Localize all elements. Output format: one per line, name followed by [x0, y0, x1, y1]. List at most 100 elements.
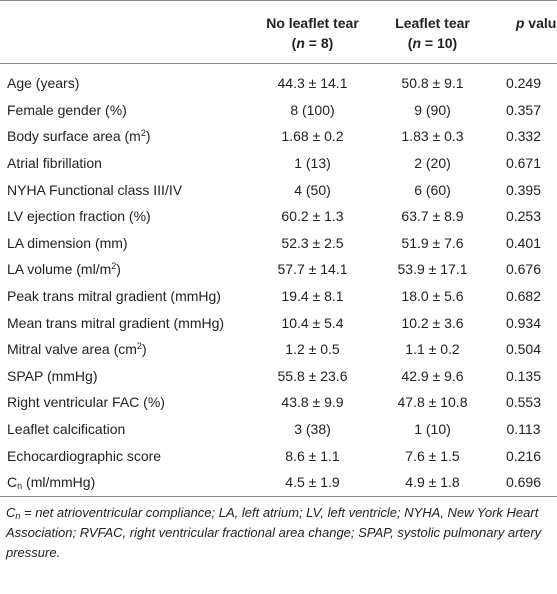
text-part: ): [116, 261, 121, 278]
cell: 0.671: [505, 155, 542, 172]
header-row: No leaflet tear (n = 8) Leaflet tear (n = 1…: [0, 0, 557, 64]
cell: 50.8 ± 9.1: [401, 75, 464, 92]
cell: 1.68 ± 0.2: [281, 128, 344, 145]
text-part: 2: [136, 341, 142, 352]
table-row: Female gender (%) 8 (100) 9 (90) 0.357: [0, 97, 557, 124]
text-part: LA volume (ml/m: [7, 261, 112, 278]
row-label: Cn (ml/mmHg): [0, 469, 250, 496]
text-part: Echocardiographic score: [7, 447, 162, 464]
text-part: Leaflet tear: [395, 15, 470, 31]
text-part: NYHA Functional class III/IV: [7, 181, 183, 198]
cell: 1 (10): [414, 421, 451, 438]
text-part: value: [528, 15, 557, 31]
table-row: LA dimension (mm) 52.3 ± 2.5 51.9 ± 7.6 0.4…: [0, 230, 557, 257]
cell: 3 (38): [294, 421, 331, 438]
cell: 7.6 ± 1.5: [405, 447, 460, 464]
row-label: LA volume (ml/m2): [0, 256, 250, 283]
header-cell: [0, 0, 250, 64]
text-part: n: [15, 510, 21, 521]
text-part: C: [7, 474, 18, 491]
table-row: Right ventricular FAC (%) 43.8 ± 9.9 47.8 …: [0, 389, 557, 416]
text-part: n: [412, 35, 422, 51]
row-label: Atrial fibrillation: [0, 150, 250, 177]
text-part: (: [291, 35, 297, 51]
row-label: SPAP (mmHg): [0, 363, 250, 390]
row-label: LA dimension (mm): [0, 230, 250, 257]
cell: 0.135: [505, 367, 542, 384]
cell: 43.8 ± 9.9: [281, 394, 344, 411]
table-row: Cn (ml/mmHg) 4.5 ± 1.9 4.9 ± 1.8 0.696: [0, 469, 557, 496]
text-part: Peak trans mitral gradient (mmHg): [7, 288, 221, 305]
cell: 10.4 ± 5.4: [281, 314, 344, 331]
table-row: Mitral valve area (cm2) 1.2 ± 0.5 1.1 ± 0.…: [0, 336, 557, 363]
header-n: (n = 8): [263, 33, 363, 53]
table-row: Atrial fibrillation 1 (13) 2 (20) 0.671: [0, 150, 557, 177]
text-part: Body surface area (m: [7, 128, 141, 145]
text-part: No leaflet tear: [266, 15, 359, 31]
cell: 0.676: [505, 261, 542, 278]
row-label: Peak trans mitral gradient (mmHg): [0, 283, 250, 310]
cell: 0.553: [505, 394, 542, 411]
cell: 63.7 ± 8.9: [401, 208, 464, 225]
text-part: LV ejection fraction (%): [7, 208, 151, 225]
text-part: n: [17, 481, 23, 492]
table-row: LV ejection fraction (%) 60.2 ± 1.3 63.7 ±…: [0, 203, 557, 230]
cell: 0.113: [506, 421, 541, 438]
text-part: (: [407, 35, 413, 51]
table-row: Body surface area (m2) 1.68 ± 0.2 1.83 ± 0…: [0, 123, 557, 150]
header-label: No leaflet tear: [263, 13, 363, 33]
cell: 9 (90): [414, 101, 451, 118]
cell: 10.2 ± 3.6: [401, 314, 464, 331]
cell: 6 (60): [414, 181, 451, 198]
cell: 8.6 ± 1.1: [285, 447, 340, 464]
text-part: Female gender (%): [7, 101, 127, 118]
cell: 1 (13): [294, 155, 331, 172]
cell: 0.401: [505, 234, 542, 251]
text-part: ): [145, 128, 151, 145]
header-n: (n = 10): [383, 33, 483, 53]
row-label: Leaflet calcification: [0, 416, 250, 443]
text-part: Age (years): [7, 75, 80, 92]
text-part: (ml/mmHg): [22, 474, 96, 491]
text-part: = net atrioventricular compliance; LA, l…: [6, 504, 542, 560]
cell: 53.9 ± 17.1: [397, 261, 468, 278]
row-label: NYHA Functional class III/IV: [0, 176, 250, 203]
cell: 8 (100): [290, 101, 335, 118]
row-label: Age (years): [0, 64, 250, 97]
cell: 0.357: [505, 101, 542, 118]
table-row: LA volume (ml/m2) 57.7 ± 14.1 53.9 ± 17.1 0…: [0, 256, 557, 283]
row-label: Mean trans mitral gradient (mmHg): [0, 309, 250, 336]
cell: 0.504: [505, 341, 542, 358]
footnote: Cn = net atrioventricular compliance; LA…: [0, 497, 557, 563]
header-cell: Leaflet tear (n = 10): [375, 0, 490, 64]
text-part: = 8): [304, 35, 334, 51]
row-label: Female gender (%): [0, 97, 250, 124]
data-table: No leaflet tear (n = 8) Leaflet tear (n = 1…: [0, 0, 557, 497]
cell: 0.249: [505, 75, 542, 92]
cell: 18.0 ± 5.6: [401, 288, 464, 305]
cell: 4.9 ± 1.8: [405, 474, 460, 491]
text-part: = 10): [421, 35, 458, 51]
cell: 42.9 ± 9.6: [401, 367, 464, 384]
table-row: Peak trans mitral gradient (mmHg) 19.4 ± …: [0, 283, 557, 310]
table-row: NYHA Functional class III/IV 4 (50) 6 (60)…: [0, 176, 557, 203]
cell: 0.395: [505, 181, 542, 198]
cell: 55.8 ± 23.6: [277, 367, 348, 384]
cell: 44.3 ± 14.1: [277, 75, 348, 92]
table-row: Leaflet calcification 3 (38) 1 (10) 0.113: [0, 416, 557, 443]
text-part: Right ventricular FAC (%): [7, 394, 165, 411]
cell: 19.4 ± 8.1: [281, 288, 344, 305]
text-part: Mean trans mitral gradient (mmHg): [7, 314, 225, 331]
cell: 0.216: [505, 447, 542, 464]
cell: 4 (50): [294, 181, 331, 198]
text-part: ): [141, 341, 147, 358]
cell: 51.9 ± 7.6: [401, 234, 464, 251]
text-part: p: [515, 15, 525, 31]
cell: 0.253: [505, 208, 542, 225]
text-part: Atrial fibrillation: [7, 155, 102, 172]
cell: 0.682: [505, 288, 542, 305]
cell: 0.332: [505, 128, 542, 145]
text-part: SPAP (mmHg): [7, 367, 98, 384]
text-part: n: [296, 35, 305, 51]
header-cell: p value: [490, 0, 557, 64]
